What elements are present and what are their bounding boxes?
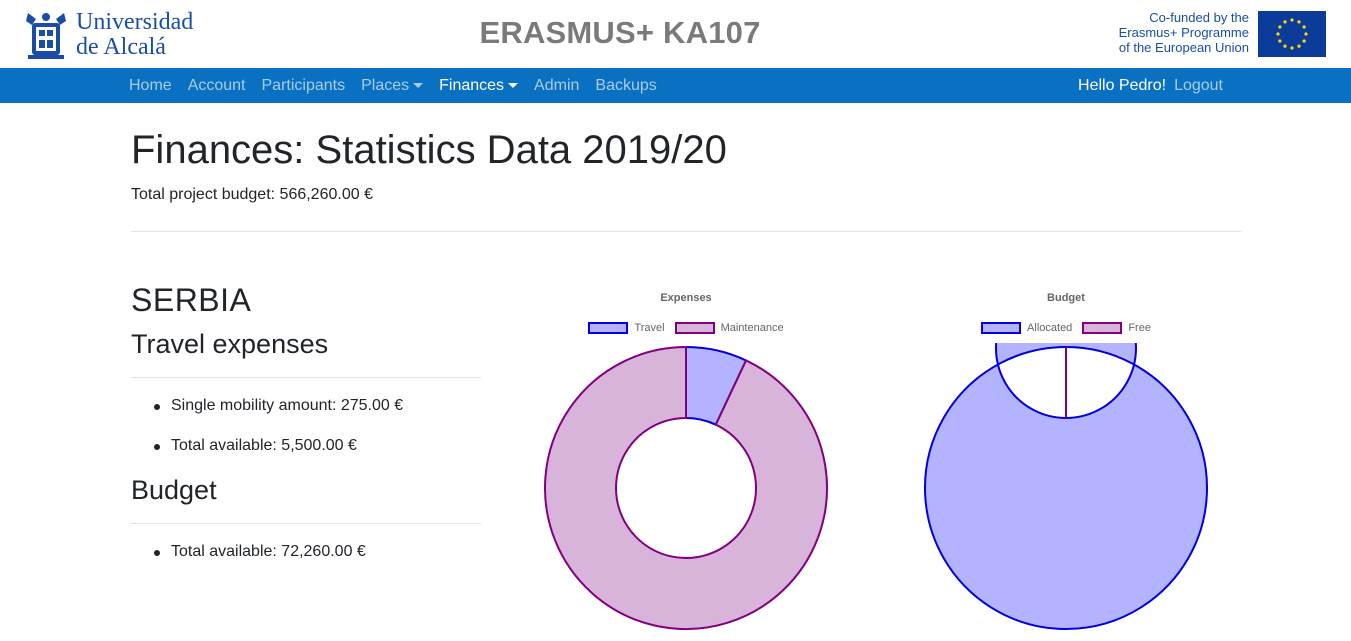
chart-title: Budget <box>1047 292 1085 304</box>
user-greeting: Hello Pedro! <box>1078 76 1167 94</box>
legend-item-free[interactable]: Free <box>1082 322 1151 334</box>
nav-item-places[interactable]: Places <box>361 76 424 95</box>
flag-star <box>1297 44 1301 48</box>
university-name-line2: de Alcalá <box>76 34 166 60</box>
nav-item-home[interactable]: Home <box>129 77 172 95</box>
flag-star <box>1283 44 1287 48</box>
budget-heading: Budget <box>131 475 217 505</box>
nav-item-label: Admin <box>534 76 580 94</box>
header: Universidad de Alcalá ERASMUS+ KA107 Co-… <box>0 0 1351 68</box>
budget-chart: Budget Allocated Free <box>916 285 1216 641</box>
nav-item-participants[interactable]: Participants <box>262 77 346 95</box>
caret-down-icon <box>413 83 424 88</box>
legend-label: Free <box>1128 322 1151 334</box>
flag-star <box>1302 39 1306 43</box>
flag-star <box>1278 39 1282 43</box>
flag-star <box>1290 46 1294 50</box>
nav-user-area: Hello Pedro! Logout <box>1078 68 1223 103</box>
divider <box>131 231 1241 232</box>
chart-title: Expenses <box>660 292 712 304</box>
travel-expenses-heading: Travel expenses <box>131 329 329 359</box>
chart-legend: Allocated Free <box>916 322 1216 334</box>
site-title: ERASMUS+ KA107 <box>479 15 761 50</box>
flag-star <box>1297 20 1301 24</box>
logout-link[interactable]: Logout <box>1174 76 1223 94</box>
eu-flag-icon <box>1258 11 1326 57</box>
budget-doughnut <box>924 343 1208 630</box>
legend-swatch <box>674 322 715 334</box>
cofunded-line1: Co-funded by the <box>1149 10 1249 25</box>
budget-divider <box>131 523 481 524</box>
flag-star <box>1276 32 1280 36</box>
university-crest-icon <box>26 13 66 59</box>
list-item: Total available: 5,500.00 € <box>154 437 357 454</box>
nav-item-label: Home <box>129 76 172 94</box>
expenses-chart: Expenses Travel Maintenance <box>536 285 836 641</box>
university-logo[interactable]: Universidad de Alcalá <box>22 6 207 64</box>
legend-swatch <box>981 322 1022 334</box>
nav-item-backups[interactable]: Backups <box>595 77 656 95</box>
nav-item-finances[interactable]: Finances <box>439 76 519 95</box>
list-item: Total available: 72,260.00 € <box>154 543 366 560</box>
legend-label: Travel <box>634 322 665 334</box>
nav-item-label: Participants <box>261 76 346 94</box>
flag-star <box>1304 32 1308 36</box>
flag-star <box>1302 25 1306 29</box>
travel-divider <box>131 377 481 378</box>
flag-star <box>1278 25 1282 29</box>
flag-star <box>1283 20 1287 24</box>
total-project-budget: Total project budget: 566,260.00 € <box>131 186 373 203</box>
university-name-line1: Universidad <box>76 9 194 35</box>
caret-down-icon <box>508 83 519 88</box>
legend-label: Allocated <box>1027 322 1073 334</box>
expenses-slice-maintenance[interactable] <box>544 345 828 630</box>
navbar: Home Account Participants Places Finances Adm… <box>0 68 1351 103</box>
cofunded-line3: of the European Union <box>1118 40 1249 55</box>
cofunded-text: Co-funded by the Erasmus+ Programme of t… <box>1119 10 1249 55</box>
legend-item-maintenance[interactable]: Maintenance <box>674 322 784 334</box>
nav-item-admin[interactable]: Admin <box>534 77 579 95</box>
flag-star <box>1290 18 1294 22</box>
nav-item-label: Finances <box>439 76 505 94</box>
expenses-doughnut <box>544 345 828 630</box>
nav-item-label: Account <box>187 76 246 94</box>
legend-item-allocated[interactable]: Allocated <box>981 322 1072 334</box>
nav-item-label: Backups <box>595 76 657 94</box>
cofunded-line2: Erasmus+ Programme <box>1118 25 1249 40</box>
list-item: Single mobility amount: 275.00 € <box>153 397 404 414</box>
country-heading: SERBIA <box>131 282 252 318</box>
legend-swatch <box>1082 322 1123 334</box>
nav-menu: Home Account Participants Places Finances Adm… <box>129 68 673 103</box>
legend-swatch <box>588 322 629 334</box>
legend-item-travel[interactable]: Travel <box>588 322 665 334</box>
legend-label: Maintenance <box>720 322 784 334</box>
nav-item-label: Places <box>361 76 410 94</box>
university-name: Universidad de Alcalá <box>76 10 193 60</box>
budget-slice-allocated[interactable] <box>924 343 1208 630</box>
page-title: Finances: Statistics Data 2019/20 <box>131 128 727 172</box>
nav-item-account[interactable]: Account <box>188 77 246 95</box>
chart-legend: Travel Maintenance <box>536 322 836 334</box>
